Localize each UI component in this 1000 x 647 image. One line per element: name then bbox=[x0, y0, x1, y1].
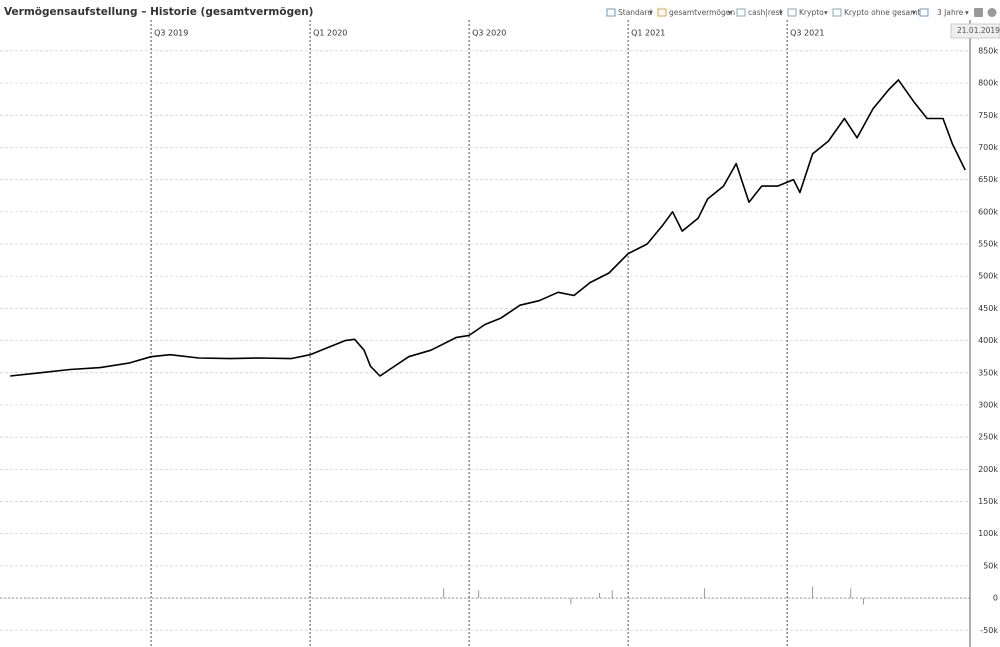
y-tick-label: 200k bbox=[978, 465, 998, 474]
y-tick-label: -50k bbox=[980, 626, 998, 635]
menu-item[interactable]: cash|rest bbox=[748, 8, 782, 17]
tooltip: 21.01.2019 – bbox=[950, 23, 1000, 39]
y-tick-label: 500k bbox=[978, 272, 998, 281]
menu-item[interactable]: Standard bbox=[618, 8, 652, 17]
flow-bar bbox=[812, 586, 814, 599]
x-tick-label: Q1 2021 bbox=[631, 29, 665, 38]
flow-bar bbox=[478, 590, 480, 599]
y-tick-label: 650k bbox=[978, 175, 998, 184]
tooltip-text: 21.01.2019 – bbox=[957, 26, 1000, 35]
checkbox[interactable] bbox=[832, 8, 842, 17]
range-select[interactable]: 3 Jahre bbox=[937, 8, 964, 17]
y-tick-label: 100k bbox=[978, 529, 998, 538]
y-tick-label: 300k bbox=[978, 400, 998, 409]
plot-area: 850k 800k 750k 700k 650k 600k 550k 500k 450k 400k… bbox=[0, 20, 998, 647]
y-tick-label: 350k bbox=[978, 368, 998, 377]
settings-icon[interactable] bbox=[987, 8, 997, 17]
y-tick-label: 800k bbox=[978, 79, 998, 88]
dropdown-arrow[interactable]: ▾ bbox=[649, 8, 653, 17]
flow-bar bbox=[570, 598, 572, 605]
flow-bar bbox=[611, 590, 613, 599]
flow-bar bbox=[443, 588, 445, 599]
x-tick-label: Q3 2019 bbox=[154, 29, 188, 38]
dropdown-arrow[interactable]: ▾ bbox=[779, 8, 783, 17]
flow-bar bbox=[862, 598, 864, 605]
y-tick-label: 450k bbox=[978, 304, 998, 313]
menu-item[interactable]: Krypto bbox=[799, 8, 824, 17]
dropdown-arrow[interactable]: ▾ bbox=[912, 8, 916, 17]
flow-bar bbox=[598, 592, 600, 599]
checkbox[interactable] bbox=[736, 8, 746, 17]
menu-item[interactable]: gesamtvermögen bbox=[669, 8, 735, 17]
value-line bbox=[10, 79, 966, 377]
tooltip-box bbox=[950, 23, 1000, 39]
y-tick-label: 700k bbox=[978, 143, 998, 152]
y-tick-label: 550k bbox=[978, 240, 998, 249]
y-tick-label: 400k bbox=[978, 336, 998, 345]
download-icon[interactable] bbox=[974, 8, 983, 17]
y-tick-label: 600k bbox=[978, 207, 998, 216]
menu-item[interactable]: Krypto ohne gesamt bbox=[844, 8, 920, 17]
dropdown-arrow[interactable]: ▾ bbox=[824, 8, 828, 17]
y-tick-label: 0 bbox=[993, 594, 998, 603]
checkbox[interactable] bbox=[919, 8, 929, 17]
y-tick-label: 750k bbox=[978, 111, 998, 120]
y-tick-label: 50k bbox=[983, 561, 998, 570]
menu-bar: Standard ▾ gesamtvermögen ▾ cash|rest ▾ … bbox=[606, 8, 997, 17]
dropdown-arrow[interactable]: ▾ bbox=[965, 8, 969, 17]
checkbox[interactable] bbox=[657, 8, 667, 17]
y-tick-label: 850k bbox=[978, 46, 998, 55]
x-tick-label: Q3 2021 bbox=[790, 29, 824, 38]
x-tick-label: Q1 2020 bbox=[313, 29, 347, 38]
checkbox[interactable] bbox=[787, 8, 797, 17]
x-tick-label: Q3 2020 bbox=[472, 29, 506, 38]
dropdown-arrow[interactable]: ▾ bbox=[728, 8, 732, 17]
flow-bar bbox=[703, 588, 705, 599]
y-tick-label: 150k bbox=[978, 497, 998, 506]
y-tick-label: 250k bbox=[978, 433, 998, 442]
checkbox[interactable] bbox=[606, 8, 616, 17]
page-title: Vermögensaufstellung – Historie (gesamtv… bbox=[4, 6, 313, 18]
flow-bar bbox=[850, 588, 852, 599]
